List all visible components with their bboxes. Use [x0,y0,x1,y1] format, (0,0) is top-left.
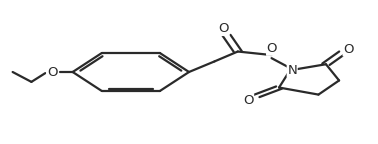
Text: O: O [343,43,354,56]
Text: N: N [287,64,297,77]
Text: O: O [47,66,57,78]
Text: O: O [243,94,254,107]
Text: O: O [266,42,277,55]
Text: O: O [218,22,229,35]
